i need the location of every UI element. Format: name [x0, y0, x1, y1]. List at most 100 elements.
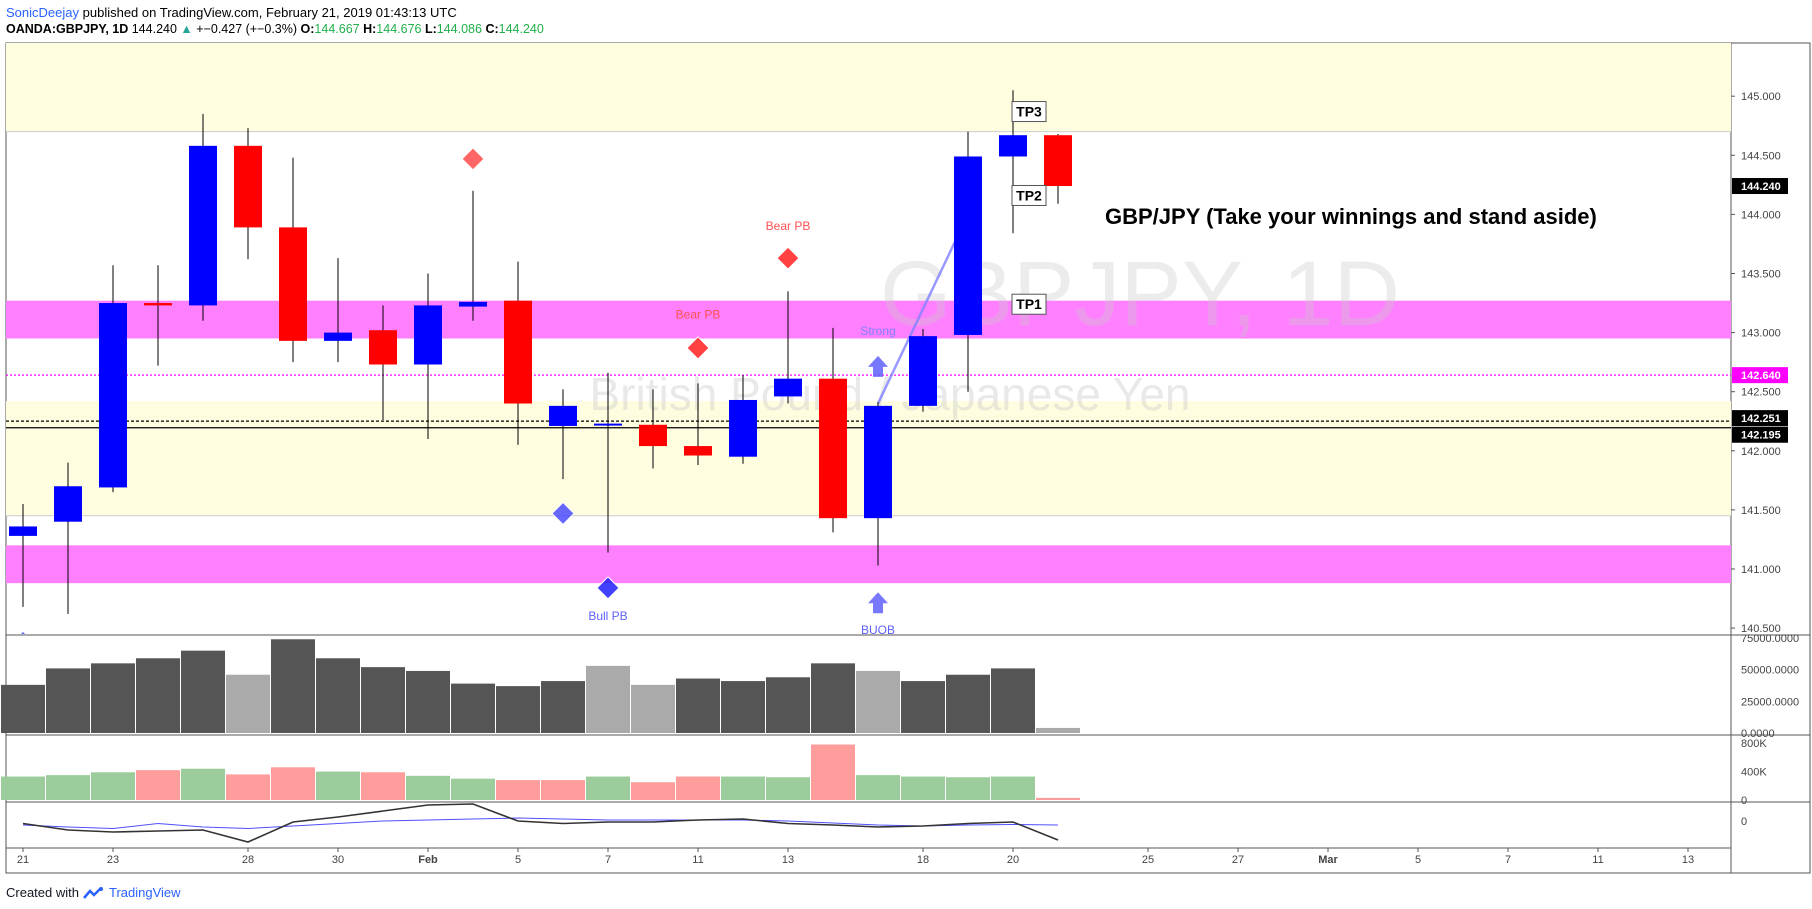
price-axis-label: 142.195: [1741, 430, 1781, 442]
volume-bar: [46, 668, 90, 733]
y-tick-label: 144.000: [1741, 209, 1781, 221]
volume2-tick-label: 400K: [1741, 767, 1767, 779]
tp-box: [1011, 293, 1047, 315]
signal-diamond: [19, 630, 27, 634]
volume2-bar: [46, 775, 90, 800]
x-tick-label: 11: [692, 854, 703, 866]
volume-bar: [1, 684, 45, 733]
volume2-bar: [766, 777, 810, 800]
x-tick-label: 25: [1142, 854, 1154, 866]
volume-bar: [316, 658, 360, 733]
y-tick-label: 140.500: [1741, 623, 1781, 635]
volume2-bar: [496, 780, 540, 800]
volume-bar: [181, 650, 225, 733]
trend-line: [876, 213, 970, 405]
volume2-tick-label: 800K: [1741, 738, 1767, 750]
zone-3: [6, 545, 1731, 584]
volume2-bar: [946, 777, 990, 800]
volume-bar: [676, 678, 720, 733]
candle-body: [324, 332, 352, 341]
x-tick-label: 30: [332, 854, 344, 866]
change-value: +−0.427 (+−0.3%): [196, 22, 298, 36]
oscillator-line: [22, 803, 1059, 843]
x-tick-label: 21: [17, 854, 29, 866]
signal-diamond: [551, 501, 575, 526]
volume2-bar: [451, 778, 495, 800]
volume2-bar: [901, 776, 945, 800]
volume-bar: [721, 681, 765, 733]
open-value: 144.667: [314, 22, 360, 36]
volume2-bar: [361, 772, 405, 800]
up-triangle-icon: ▲: [180, 22, 193, 36]
volume2-bar: [226, 774, 270, 800]
volume2-bar: [271, 767, 315, 800]
candle-body: [819, 378, 847, 519]
zone-0: [6, 43, 1731, 132]
volume2-bar: [721, 776, 765, 800]
x-tick-label: Feb: [418, 854, 438, 866]
tp-label: TP2: [1016, 187, 1042, 203]
volume2-bar: [1, 776, 45, 800]
candle-body: [684, 446, 712, 456]
chart-title: GBP/JPY (Take your winnings and stand as…: [1105, 204, 1597, 229]
x-tick-label: 13: [1682, 854, 1694, 866]
tradingview-link[interactable]: TradingView: [108, 885, 181, 900]
x-tick-label: 5: [515, 854, 521, 866]
candle-body: [99, 303, 127, 488]
x-tick-label: 5: [1415, 854, 1421, 866]
tp-box: [1011, 101, 1047, 123]
candle-body: [909, 336, 937, 406]
candle-body: [54, 486, 82, 522]
signal-diamond: [461, 147, 485, 171]
volume2-bar: [91, 772, 135, 800]
last-price: 144.240: [131, 22, 177, 36]
tradingview-logo-icon: [83, 886, 103, 899]
candle-body: [729, 399, 757, 457]
last-price-label: 144.240: [1741, 181, 1781, 193]
close-label: C:: [485, 22, 499, 36]
volume2-bar: [676, 776, 720, 800]
x-tick-label: 11: [1592, 854, 1603, 866]
candle-body: [1044, 135, 1072, 187]
volume-tick-label: 75000.0000: [1741, 633, 1799, 645]
candle-body: [189, 145, 217, 306]
price-axis-label: 142.640: [1741, 370, 1781, 382]
tp-box: [1011, 184, 1047, 206]
signal-arrow: [868, 355, 888, 377]
y-tick-label: 143.000: [1741, 328, 1781, 340]
low-label: L:: [424, 22, 437, 36]
signal-label: BUOB: [861, 623, 895, 637]
signal-label: Strong: [860, 324, 895, 338]
candle-body: [369, 330, 397, 365]
signal-label: Bear PB: [676, 307, 721, 321]
high-value: 144.676: [376, 22, 422, 36]
tp-label: TP1: [1016, 296, 1042, 312]
volume-tick-label: 0.0000: [1741, 728, 1775, 740]
volume2-bar: [136, 770, 180, 800]
publish-info: SonicDeejay published on TradingView.com…: [6, 5, 457, 20]
candle-body: [999, 135, 1027, 157]
x-tick-label: 7: [1505, 854, 1511, 866]
price-axis-label: 142.251: [1741, 413, 1781, 425]
volume-bar: [226, 674, 270, 733]
signal-label: Bull PB: [588, 609, 627, 623]
volume-bar: [946, 674, 990, 733]
signal-arrow: [868, 592, 888, 614]
x-tick-label: 20: [1007, 854, 1019, 866]
signal-diamond: [776, 246, 800, 270]
volume2-bar: [811, 744, 855, 800]
volume2-bar: [541, 780, 585, 800]
oscillator-tick-label: 0: [1741, 816, 1747, 828]
volume2-bar: [586, 776, 630, 800]
volume-bar: [991, 668, 1035, 733]
candle-body: [279, 227, 307, 341]
volume-bar: [91, 663, 135, 733]
author-link[interactable]: SonicDeejay: [6, 5, 79, 20]
candle-body: [864, 405, 892, 519]
y-tick-label: 141.000: [1741, 564, 1781, 576]
symbol-label: OANDA:GBPJPY, 1D: [6, 22, 129, 36]
y-tick-label: 142.500: [1741, 387, 1781, 399]
y-tick-label: 141.500: [1741, 505, 1781, 517]
